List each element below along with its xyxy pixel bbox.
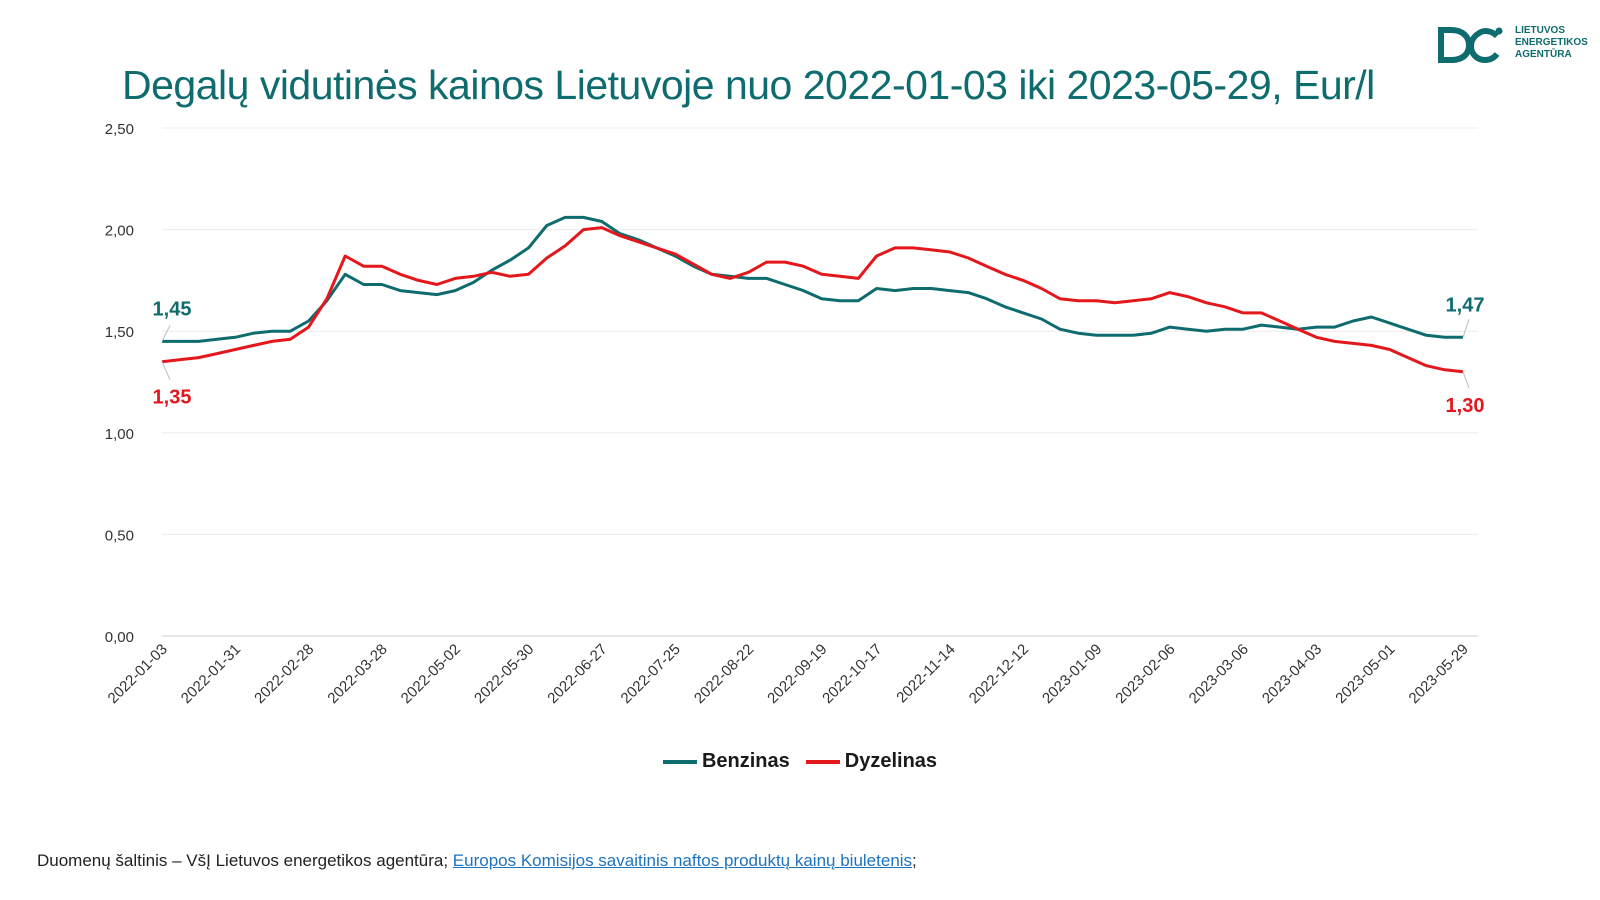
logo-line: AGENTŪRA <box>1515 49 1572 60</box>
source-suffix: ; <box>912 851 917 870</box>
x-tick-label: 2022-05-30 <box>471 641 537 707</box>
chart-title: Degalų vidutinės kainos Lietuvoje nuo 20… <box>122 62 1375 108</box>
logo-mark-icon <box>1438 27 1503 64</box>
x-tick-label: 2023-02-06 <box>1112 641 1178 707</box>
start-data-label: 1,45 <box>153 298 192 320</box>
x-axis-labels: 2022-01-03 2022-01-31 2022-02-28 2022-03-28… <box>105 641 1472 707</box>
legend-swatch-benzinas <box>662 759 697 764</box>
agency-logo: LIETUVOS ENERGETIKOS AGENTŪRA <box>1435 20 1595 70</box>
x-tick-label: 2022-12-12 <box>966 641 1032 707</box>
y-tick-label: 1,00 <box>105 426 134 443</box>
y-tick-label: 0,50 <box>105 527 134 544</box>
x-tick-label: 2022-03-28 <box>324 641 390 707</box>
end-data-label: 1,30 <box>1446 395 1485 417</box>
x-tick-label: 2023-01-09 <box>1039 641 1105 707</box>
legend-label: Dyzelinas <box>844 750 938 772</box>
logo-line: ENERGETIKOS <box>1515 37 1588 48</box>
y-tick-label: 0,00 <box>105 629 134 646</box>
end-data-label: 1,47 <box>1446 294 1485 316</box>
series-line-benzinas <box>162 215 1463 343</box>
legend-swatch-dyzelinas <box>805 759 840 764</box>
y-axis-labels: 0,00 0,50 1,00 1,50 2,00 2,50 <box>105 121 134 646</box>
label-leader <box>161 325 171 342</box>
logo-text: LIETUVOS ENERGETIKOS AGENTŪRA <box>1515 25 1588 61</box>
start-data-label: 1,35 <box>153 387 192 409</box>
label-leader <box>1462 319 1470 338</box>
fuel-price-chart: 0,000,501,001,502,002,50 2022-01-03 2022-… <box>105 121 1485 707</box>
legend-item-dyzelinas: Dyzelinas <box>805 750 938 773</box>
y-tick-label: 1,50 <box>105 324 134 341</box>
data-labels: 1,45 1,47 1,35 1,30 <box>153 294 1485 417</box>
x-tick-label: 2023-04-03 <box>1259 641 1325 707</box>
series-lines <box>161 215 1464 374</box>
source-link[interactable]: Europos Komisijos savaitinis naftos prod… <box>452 851 913 870</box>
x-tick-label: 2023-05-29 <box>1406 641 1472 707</box>
x-tick-label: 2022-07-25 <box>618 641 684 707</box>
x-tick-label: 2022-01-03 <box>105 641 171 707</box>
logo-line: LIETUVOS <box>1515 25 1566 36</box>
x-tick-label: 2022-05-02 <box>398 641 464 707</box>
x-tick-label: 2022-06-27 <box>544 641 610 707</box>
y-tick-label: 2,00 <box>105 223 134 240</box>
y-tick-label: 2,50 <box>105 121 134 138</box>
legend-label: Benzinas <box>701 750 790 772</box>
gridlines <box>162 127 1478 637</box>
series-line-dyzelinas <box>161 226 1464 374</box>
x-tick-label: 2022-02-28 <box>251 641 317 707</box>
x-tick-label: 2022-11-14 <box>893 641 958 706</box>
chart-legend: Benzinas Dyzelinas <box>0 750 1600 773</box>
x-tick-label: 2023-05-01 <box>1332 641 1398 707</box>
x-tick-label: 2022-01-31 <box>178 641 244 707</box>
label-leader <box>161 361 171 380</box>
x-tick-label: 2022-10-17 <box>819 641 885 707</box>
label-leader <box>1462 371 1470 389</box>
x-tick-label: 2022-08-22 <box>691 641 757 707</box>
source-prefix: Duomenų šaltinis – VšĮ Lietuvos energeti… <box>37 851 453 870</box>
legend-item-benzinas: Benzinas <box>662 750 790 773</box>
x-tick-label: 2023-03-06 <box>1186 641 1252 707</box>
data-source-note: Duomenų šaltinis – VšĮ Lietuvos energeti… <box>37 851 917 871</box>
